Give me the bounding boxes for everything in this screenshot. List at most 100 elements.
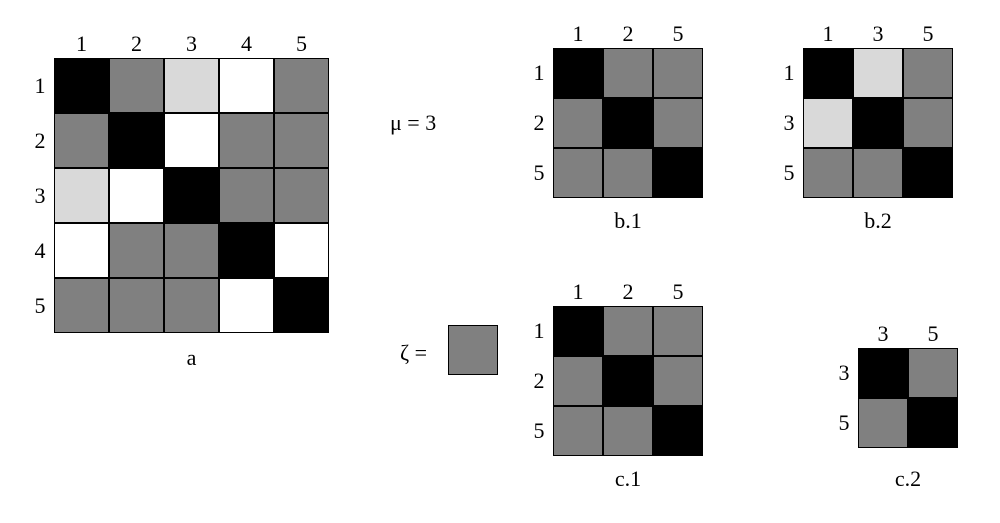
matrix-cell [109,223,164,278]
matrix-cell [164,278,219,333]
matrix-cell [54,58,109,113]
panel-caption: c.2 [858,466,958,492]
matrix-cell [653,406,703,456]
col-label: 3 [873,21,884,47]
matrix-cell [164,168,219,223]
matrix-cell [903,98,953,148]
matrix-cell [274,223,329,278]
panel-b2: 1 3 5 1 3 5 b.2 [775,20,953,234]
matrix-cell [653,356,703,406]
matrix-cell [803,98,853,148]
matrix-cell [903,48,953,98]
matrix-cell [553,406,603,456]
matrix-cell [164,223,219,278]
matrix-cell [603,98,653,148]
col-label: 1 [823,21,834,47]
matrix-cell [603,48,653,98]
matrix-cell [109,278,164,333]
panel-c1: 125125c.1 [525,278,703,492]
row-label: 5 [534,418,545,444]
col-label: 4 [241,31,252,57]
matrix-cell [219,58,274,113]
matrix-cell [219,168,274,223]
col-label: 5 [296,31,307,57]
panel-c2: 3 5 3 5 c.2 [830,320,958,492]
panel-b1: 125125b.1 [525,20,703,234]
col-label: 2 [623,279,634,305]
matrix-cell [553,148,603,198]
grid-c1: 125125 [525,278,703,456]
matrix-cell [274,58,329,113]
matrix-cell [908,348,958,398]
matrix-cell [653,48,703,98]
matrix-cell [164,58,219,113]
zeta-swatch [448,325,498,375]
matrix-cell [603,306,653,356]
matrix-cell [274,113,329,168]
matrix-cell [853,148,903,198]
col-label: 3 [186,31,197,57]
matrix-cell [858,348,908,398]
matrix-cell [219,113,274,168]
col-label: 5 [923,21,934,47]
row-label: 3 [784,110,795,136]
matrix-cell [858,398,908,448]
grid-b2: 1 3 5 1 3 5 [775,20,953,198]
row-label: 1 [534,60,545,86]
matrix-cell [553,306,603,356]
matrix-cell [109,113,164,168]
matrix-cell [109,168,164,223]
col-label: 3 [878,321,889,347]
row-label: 5 [839,410,850,436]
panel-caption: b.2 [803,208,953,234]
grid-b1: 125125 [525,20,703,198]
matrix-cell [653,98,703,148]
panel-a: 1234512345a [26,30,329,371]
panel-caption: a [54,345,329,371]
matrix-cell [553,98,603,148]
matrix-cell [653,148,703,198]
row-label: 1 [784,60,795,86]
row-label: 3 [35,183,46,209]
matrix-cell [553,48,603,98]
col-label: 1 [76,31,87,57]
row-label: 5 [784,160,795,186]
matrix-cell [603,356,653,406]
matrix-cell [54,278,109,333]
matrix-cell [54,113,109,168]
row-label: 1 [35,73,46,99]
matrix-cell [219,223,274,278]
matrix-cell [803,148,853,198]
matrix-cell [903,148,953,198]
matrix-cell [553,356,603,406]
panel-caption: c.1 [553,466,703,492]
matrix-cell [853,98,903,148]
row-label: 3 [839,360,850,386]
col-label: 5 [673,279,684,305]
row-label: 5 [35,293,46,319]
matrix-cell [803,48,853,98]
col-label: 5 [673,21,684,47]
matrix-cell [603,406,653,456]
row-label: 4 [35,238,46,264]
matrix-cell [54,223,109,278]
col-label: 2 [131,31,142,57]
matrix-cell [109,58,164,113]
grid-a: 1 2 3 4 5 1 2 3 4 5 [26,30,329,333]
mu-label: μ = 3 [390,110,436,136]
matrix-cell [853,48,903,98]
col-label: 5 [928,321,939,347]
matrix-cell [54,168,109,223]
matrix-cell [274,278,329,333]
row-label: 5 [534,160,545,186]
matrix-cell [164,113,219,168]
matrix-cell [908,398,958,448]
row-label: 1 [534,318,545,344]
col-label: 1 [573,21,584,47]
row-label: 2 [35,128,46,154]
panel-caption: b.1 [553,208,703,234]
row-label: 2 [534,110,545,136]
matrix-cell [653,306,703,356]
row-label: 2 [534,368,545,394]
matrix-cell [219,278,274,333]
